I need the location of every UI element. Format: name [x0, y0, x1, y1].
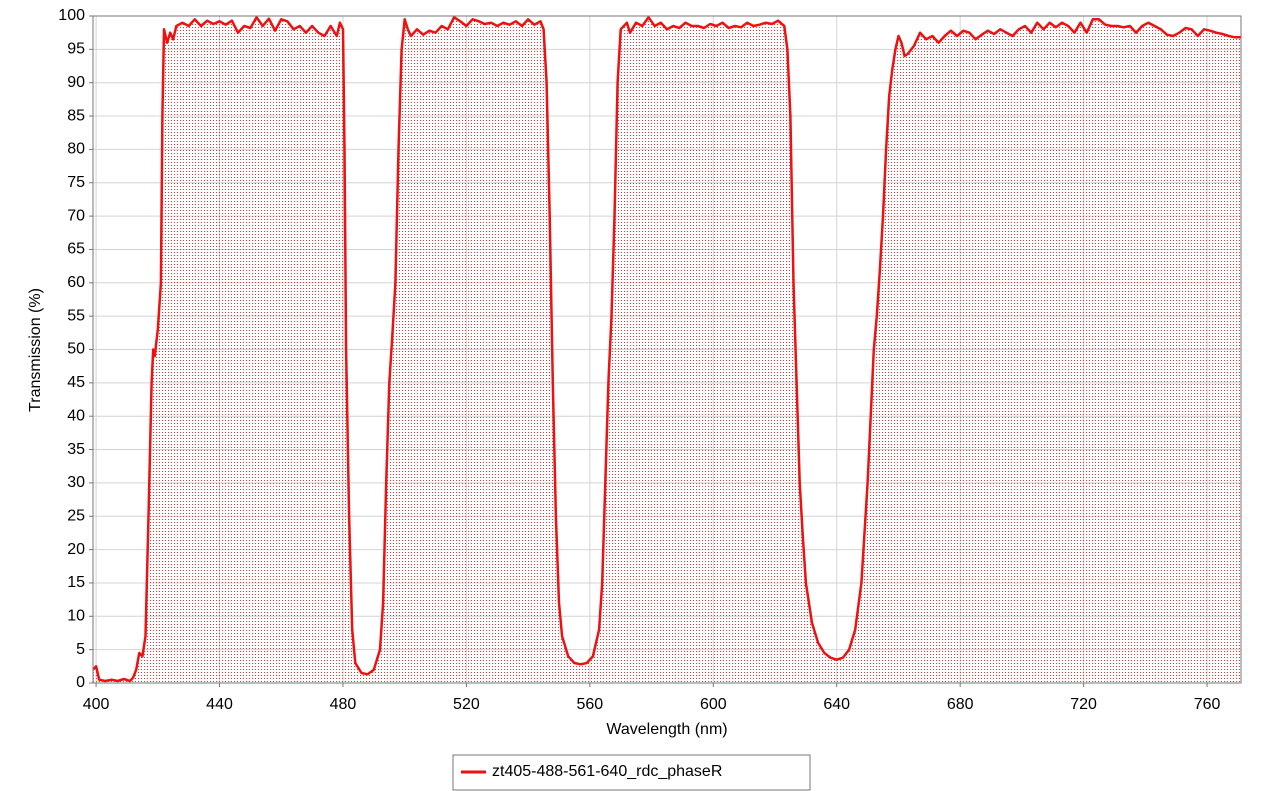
plot-border: [92, 15, 1242, 684]
line: [92, 16, 1241, 683]
y-tick-label: 95: [67, 41, 85, 58]
y-tick-label: 5: [76, 641, 85, 658]
x-tick-label: 520: [453, 696, 480, 713]
y-tick-label: 40: [67, 407, 85, 424]
x-axis-label: Wavelength (nm): [606, 721, 727, 738]
legend-box: [452, 754, 811, 791]
y-tick-label: 20: [67, 541, 85, 558]
x-tick-label: 600: [700, 696, 727, 713]
area-fill: [93, 17, 1241, 684]
y-tick-label: 50: [67, 341, 85, 358]
legend-label: zt405-488-561-640_rdc_phaseR: [492, 763, 722, 780]
x-tick-label: 560: [576, 696, 603, 713]
y-tick-label: 10: [67, 608, 85, 625]
x-tick-label: 400: [83, 696, 110, 713]
y-tick-label: 75: [67, 174, 85, 191]
y-tick-label: 15: [67, 574, 85, 591]
y-tick-label: 30: [67, 474, 85, 491]
x-tick-label: 680: [947, 696, 974, 713]
y-tick-label: 90: [67, 74, 85, 91]
y-tick-label: 85: [67, 107, 85, 124]
y-tick-label: 100: [58, 7, 85, 24]
y-tick-label: 60: [67, 274, 85, 291]
y-tick-label: 25: [67, 507, 85, 524]
x-tick-label: 640: [823, 696, 850, 713]
y-axis-label: Transmission (%): [27, 288, 44, 412]
y-tick-label: 70: [67, 207, 85, 224]
y-tick-label: 80: [67, 141, 85, 158]
y-tick-label: 35: [67, 441, 85, 458]
y-tick-label: 65: [67, 241, 85, 258]
x-tick-label: 720: [1070, 696, 1097, 713]
y-tick-label: 55: [67, 307, 85, 324]
x-tick-label: 760: [1194, 696, 1221, 713]
x-tick-label: 440: [206, 696, 233, 713]
x-tick-label: 480: [330, 696, 357, 713]
y-tick-label: 0: [76, 674, 85, 691]
y-tick-label: 45: [67, 374, 85, 391]
